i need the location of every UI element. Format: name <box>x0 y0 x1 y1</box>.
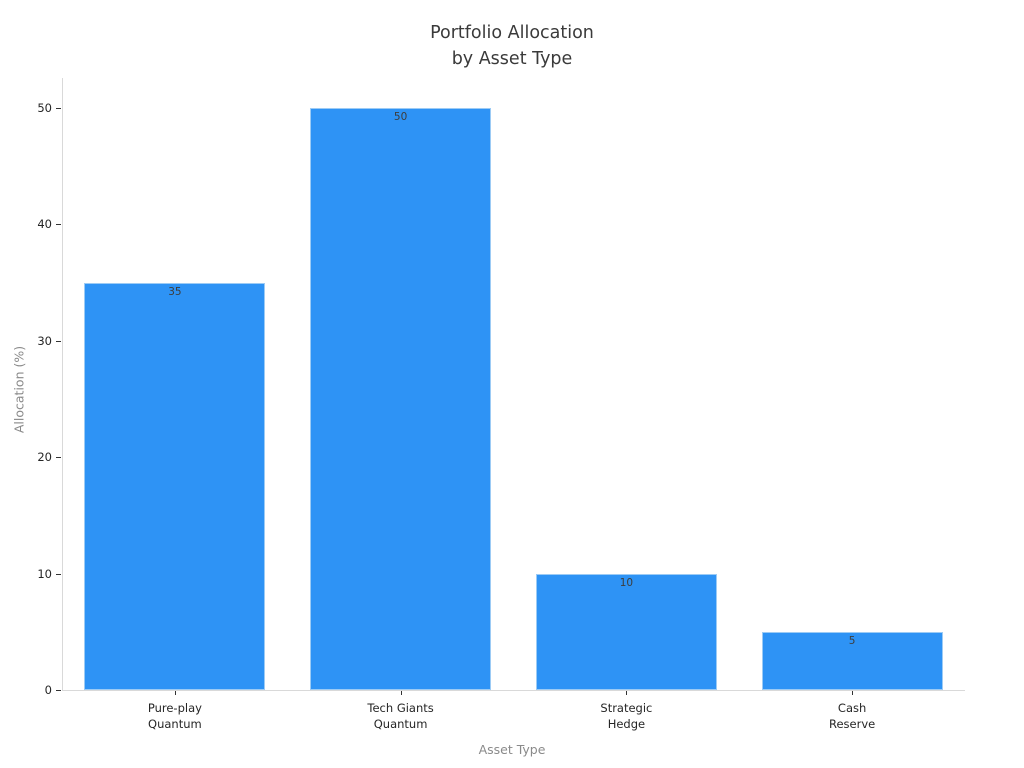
x-tick-label-line: Quantum <box>148 717 202 731</box>
bar-value-label-3: 5 <box>848 634 856 647</box>
bar-1 <box>310 108 492 690</box>
y-tick-mark-3 <box>56 340 61 342</box>
y-tick-mark-0 <box>56 690 61 691</box>
x-tick-label-1: Tech Giants Quantum <box>367 700 433 732</box>
bar-value-label-1: 50 <box>393 111 408 123</box>
y-tick-label-5: 50 <box>37 101 52 115</box>
bar-3 <box>761 631 943 690</box>
x-tick-mark-1 <box>400 691 402 695</box>
y-tick-mark-4 <box>56 224 61 226</box>
chart-title: Portfolio Allocation by Asset Type <box>0 20 1024 72</box>
y-tick-mark-2 <box>56 457 61 459</box>
bar-0 <box>84 282 266 690</box>
x-tick-label-line: Quantum <box>373 717 428 731</box>
x-tick-mark-2 <box>626 691 628 695</box>
x-tick-label-line: Cash <box>837 701 867 715</box>
x-tick-mark-3 <box>852 691 854 695</box>
chart-title-line2: by Asset Type <box>451 49 573 69</box>
x-tick-label-line: Hedge <box>607 717 646 731</box>
y-tick-mark-1 <box>56 573 61 575</box>
y-tick-mark-5 <box>56 108 61 109</box>
y-tick-label-0: 0 <box>44 683 52 697</box>
chart-title-line1: Portfolio Allocation <box>430 23 594 43</box>
x-tick-label-3: Cash Reserve <box>829 700 875 732</box>
x-tick-label-line: Strategic <box>600 701 653 715</box>
bar-value-label-2: 10 <box>619 576 634 589</box>
x-axis-title: Asset Type <box>478 742 546 757</box>
x-tick-mark-0 <box>174 691 176 695</box>
y-tick-label-1: 10 <box>37 566 52 581</box>
x-tick-label-line: Tech Giants <box>367 701 434 715</box>
x-tick-label-0: Pure-play Quantum <box>148 700 202 732</box>
y-tick-label-3: 30 <box>37 333 52 348</box>
y-tick-label-2: 20 <box>37 450 52 465</box>
y-tick-label-4: 40 <box>37 217 52 232</box>
bar-value-label-0: 35 <box>168 285 182 298</box>
x-tick-label-line: Pure-play <box>147 701 202 715</box>
x-tick-label-line: Reserve <box>828 717 876 731</box>
bar-2 <box>535 573 717 690</box>
x-axis-spine <box>62 690 965 691</box>
y-axis-spine <box>62 78 63 690</box>
x-tick-label-2: Strategic Hedge <box>600 700 652 732</box>
y-axis-title: Allocation (%) <box>11 345 27 434</box>
